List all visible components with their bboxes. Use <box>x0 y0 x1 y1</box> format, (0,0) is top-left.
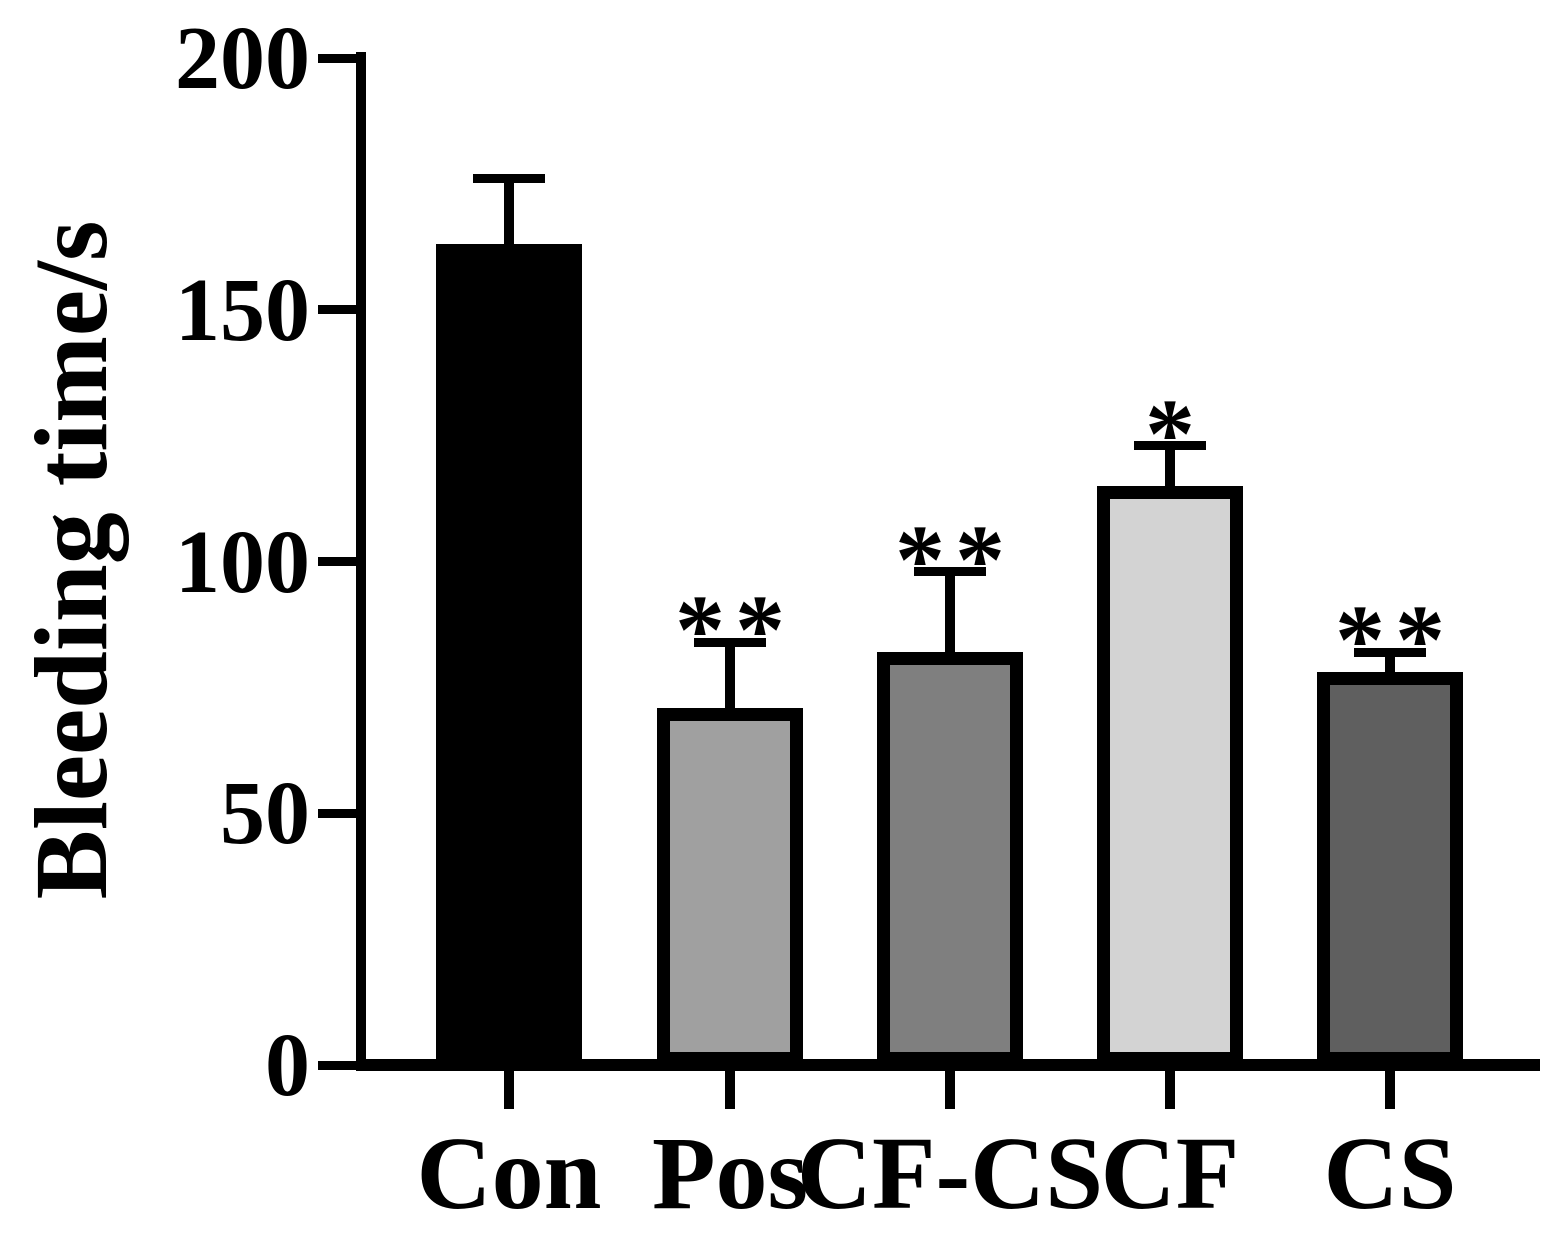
y-tick-label: 150 <box>175 260 310 360</box>
y-tick <box>318 1060 356 1070</box>
significance-marker: * <box>1145 377 1205 489</box>
y-tick <box>318 808 356 818</box>
error-bar-cap <box>694 637 766 647</box>
y-tick <box>318 53 356 63</box>
y-tick <box>318 305 356 315</box>
error-bar-stem <box>725 642 735 718</box>
error-bar-cap <box>473 174 545 184</box>
error-bar-stem <box>945 571 955 663</box>
x-tick-label: CF-CS <box>796 1116 1104 1231</box>
x-tick <box>725 1071 735 1109</box>
significance-marker: ** <box>1335 584 1455 696</box>
error-bar-cap <box>1134 441 1206 451</box>
error-bar-stem <box>1385 652 1395 683</box>
x-tick-label: CF <box>1100 1116 1240 1231</box>
x-tick <box>1165 1071 1175 1109</box>
significance-marker: ** <box>675 574 795 686</box>
error-bar-stem <box>1165 445 1175 496</box>
x-tick-label: Pos <box>652 1116 808 1231</box>
y-tick-label: 50 <box>220 764 310 864</box>
error-bar-cap <box>914 567 986 577</box>
y-axis-line <box>356 52 366 1071</box>
x-tick <box>1385 1071 1395 1109</box>
x-tick <box>945 1071 955 1109</box>
x-axis-line <box>356 1059 1540 1071</box>
y-tick-label: 100 <box>175 512 310 612</box>
x-tick-label: CS <box>1323 1116 1457 1231</box>
y-tick <box>318 557 356 566</box>
error-bar-stem <box>504 178 514 255</box>
x-tick-label: Con <box>416 1116 602 1231</box>
y-tick-label: 0 <box>265 1016 310 1115</box>
bar <box>436 244 582 1065</box>
bar <box>657 707 803 1065</box>
bar <box>877 652 1023 1065</box>
bar <box>1317 672 1463 1065</box>
significance-marker: ** <box>895 503 1015 615</box>
y-tick-label: 200 <box>175 9 310 108</box>
x-tick <box>504 1071 514 1109</box>
bar <box>1097 485 1243 1065</box>
error-bar-cap <box>1354 647 1426 657</box>
